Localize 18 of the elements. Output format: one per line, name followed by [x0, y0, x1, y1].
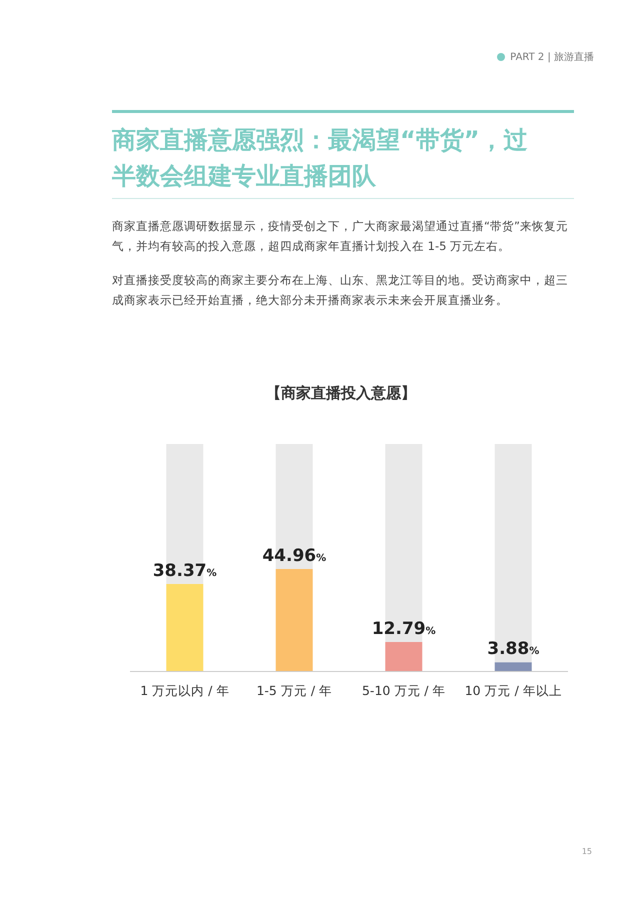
data-label: 3.88% [487, 639, 540, 660]
bar [166, 584, 204, 671]
data-label: 38.37% [152, 560, 217, 581]
bar [276, 568, 313, 671]
text: 商家直播意愿调研数据显示，疫情受创之下，广大商家最渴望通过直播“带货”来恢复元气，并均有较高的投入意愿，超四成商家年直播计划投入在 1-5 万元左右。 [112, 218, 569, 255]
data-label: 12.79% [372, 618, 436, 639]
chart-title: 【商家直播投入意愿】 [266, 384, 416, 402]
bar [385, 642, 422, 671]
bar [494, 662, 532, 671]
x-tick-label: 1-5 万元 / 年 [256, 683, 332, 698]
x-tick-label: 5-10 万元 / 年 [362, 683, 446, 698]
text: 商家直播意愿强烈：最渴望“带货”，过半数会组建专业直播团队 [112, 125, 529, 192]
x-tick-label: 10 万元 / 年以上 [464, 683, 562, 698]
x-tick-label: 1 万元以内 / 年 [140, 683, 230, 698]
text: PART 2 | 旅游直播 [509, 50, 594, 64]
text: 15 [582, 847, 592, 856]
text: 对直播接受度较高的商家主要分布在上海、山东、黑龙江等目的地。受访商家中，超三成商家表示已经开始直播，绝大部分未开播商家表示未来会开展直播业务。 [112, 272, 569, 309]
data-label: 44.96% [262, 546, 326, 566]
